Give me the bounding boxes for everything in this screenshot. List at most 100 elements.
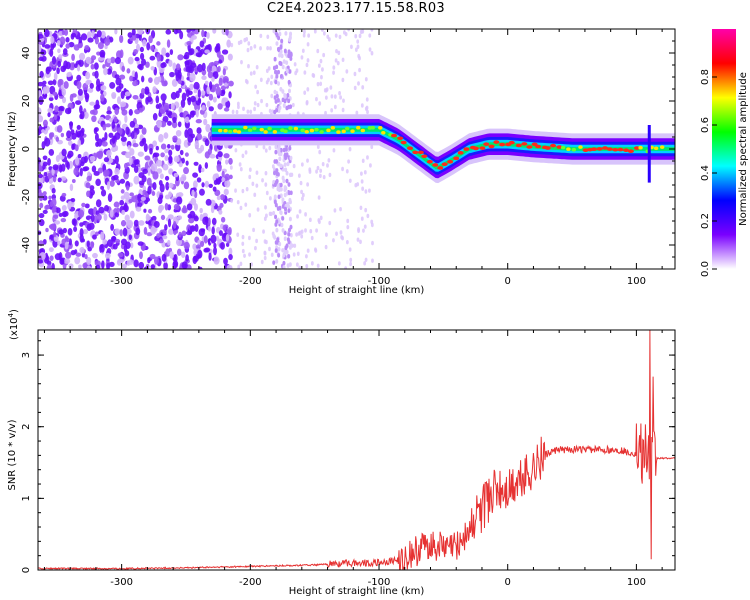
noise-speck <box>89 155 96 162</box>
noise-speck <box>91 30 95 38</box>
noise-speck <box>363 170 367 175</box>
noise-speck <box>137 29 144 35</box>
noise-speck <box>172 116 177 123</box>
noise-speck <box>274 99 278 104</box>
noise-speck <box>203 118 208 126</box>
noise-speck <box>303 70 307 75</box>
noise-speck <box>94 37 100 45</box>
noise-speck <box>48 97 54 102</box>
noise-speck <box>90 213 95 223</box>
x-tick-label: -100 <box>368 276 391 287</box>
noise-speck <box>203 235 208 244</box>
noise-speck <box>322 31 326 36</box>
ridge-peak <box>560 145 566 150</box>
ridge-peak <box>293 126 299 131</box>
noise-speck <box>281 228 285 233</box>
noise-speck <box>158 204 165 211</box>
ridge-peak <box>447 159 454 164</box>
noise-speck <box>225 242 230 247</box>
noise-speck <box>216 195 221 201</box>
noise-speck <box>86 223 92 231</box>
noise-speck <box>181 92 187 102</box>
noise-speck <box>253 192 257 198</box>
noise-speck <box>112 243 118 250</box>
noise-speck <box>38 96 44 105</box>
noise-speck <box>208 252 212 261</box>
noise-speck <box>61 192 67 197</box>
noise-speck <box>111 121 116 129</box>
noise-speck <box>141 127 147 135</box>
noise-speck <box>212 186 217 192</box>
noise-speck <box>229 165 233 170</box>
noise-speck <box>84 203 90 209</box>
noise-speck <box>51 263 55 269</box>
noise-speck <box>172 62 177 71</box>
ridge-peak <box>571 147 577 152</box>
noise-speck <box>187 96 192 106</box>
noise-speck <box>318 219 321 225</box>
noise-speck <box>315 169 318 174</box>
noise-speck <box>124 214 130 222</box>
noise-speck <box>212 96 217 103</box>
noise-speck <box>266 34 270 40</box>
noise-speck <box>326 34 330 39</box>
noise-speck <box>145 213 150 222</box>
noise-speck <box>70 250 76 256</box>
noise-speck <box>149 55 156 61</box>
noise-speck <box>82 262 88 269</box>
noise-speck <box>42 119 48 127</box>
noise-speck <box>134 56 140 62</box>
noise-speck <box>160 143 167 150</box>
noise-speck <box>361 158 365 164</box>
ridge-peak <box>566 147 571 151</box>
noise-speck <box>330 94 334 99</box>
y-tick-label: 3 <box>21 352 32 358</box>
noise-speck <box>287 208 291 213</box>
ridge-peak <box>227 129 233 134</box>
noise-speck <box>255 65 259 70</box>
noise-speck <box>103 157 110 163</box>
noise-speck <box>229 174 233 180</box>
noise-speck <box>183 241 190 250</box>
ridge-peak <box>590 147 597 151</box>
noise-speck <box>46 260 52 266</box>
noise-speck <box>334 33 338 38</box>
noise-speck <box>126 68 131 74</box>
noise-speck <box>361 186 365 191</box>
noise-speck <box>57 48 61 54</box>
noise-speck <box>207 70 213 79</box>
noise-speck <box>121 65 126 72</box>
noise-speck <box>53 220 61 225</box>
noise-speck <box>57 60 62 68</box>
noise-speck <box>123 191 130 200</box>
noise-speck <box>223 257 228 265</box>
noise-speck <box>253 101 257 106</box>
noise-speck <box>129 120 136 128</box>
noise-speck <box>103 67 108 76</box>
noise-speck <box>239 261 243 267</box>
ridge-peak <box>341 129 346 134</box>
noise-speck <box>63 258 71 264</box>
noise-speck <box>279 49 283 54</box>
noise-speck <box>348 247 352 252</box>
ridge-peak <box>521 142 528 146</box>
ridge-peak <box>314 127 319 132</box>
noise-speck <box>164 202 169 211</box>
noise-speck <box>334 58 338 63</box>
noise-speck <box>75 100 82 105</box>
noise-speck <box>262 229 265 234</box>
noise-speck <box>60 132 65 138</box>
noise-speck <box>225 234 230 242</box>
noise-speck <box>249 109 253 115</box>
noise-speck <box>273 56 277 62</box>
noise-speck <box>146 232 153 237</box>
x-tick-label: -300 <box>110 577 133 588</box>
noise-speck <box>176 138 182 146</box>
noise-speck <box>250 262 254 267</box>
noise-speck <box>164 155 169 162</box>
noise-speck <box>273 89 277 95</box>
noise-speck <box>111 146 117 153</box>
noise-speck <box>275 108 279 113</box>
noise-speck <box>158 133 164 143</box>
noise-speck <box>285 171 289 176</box>
